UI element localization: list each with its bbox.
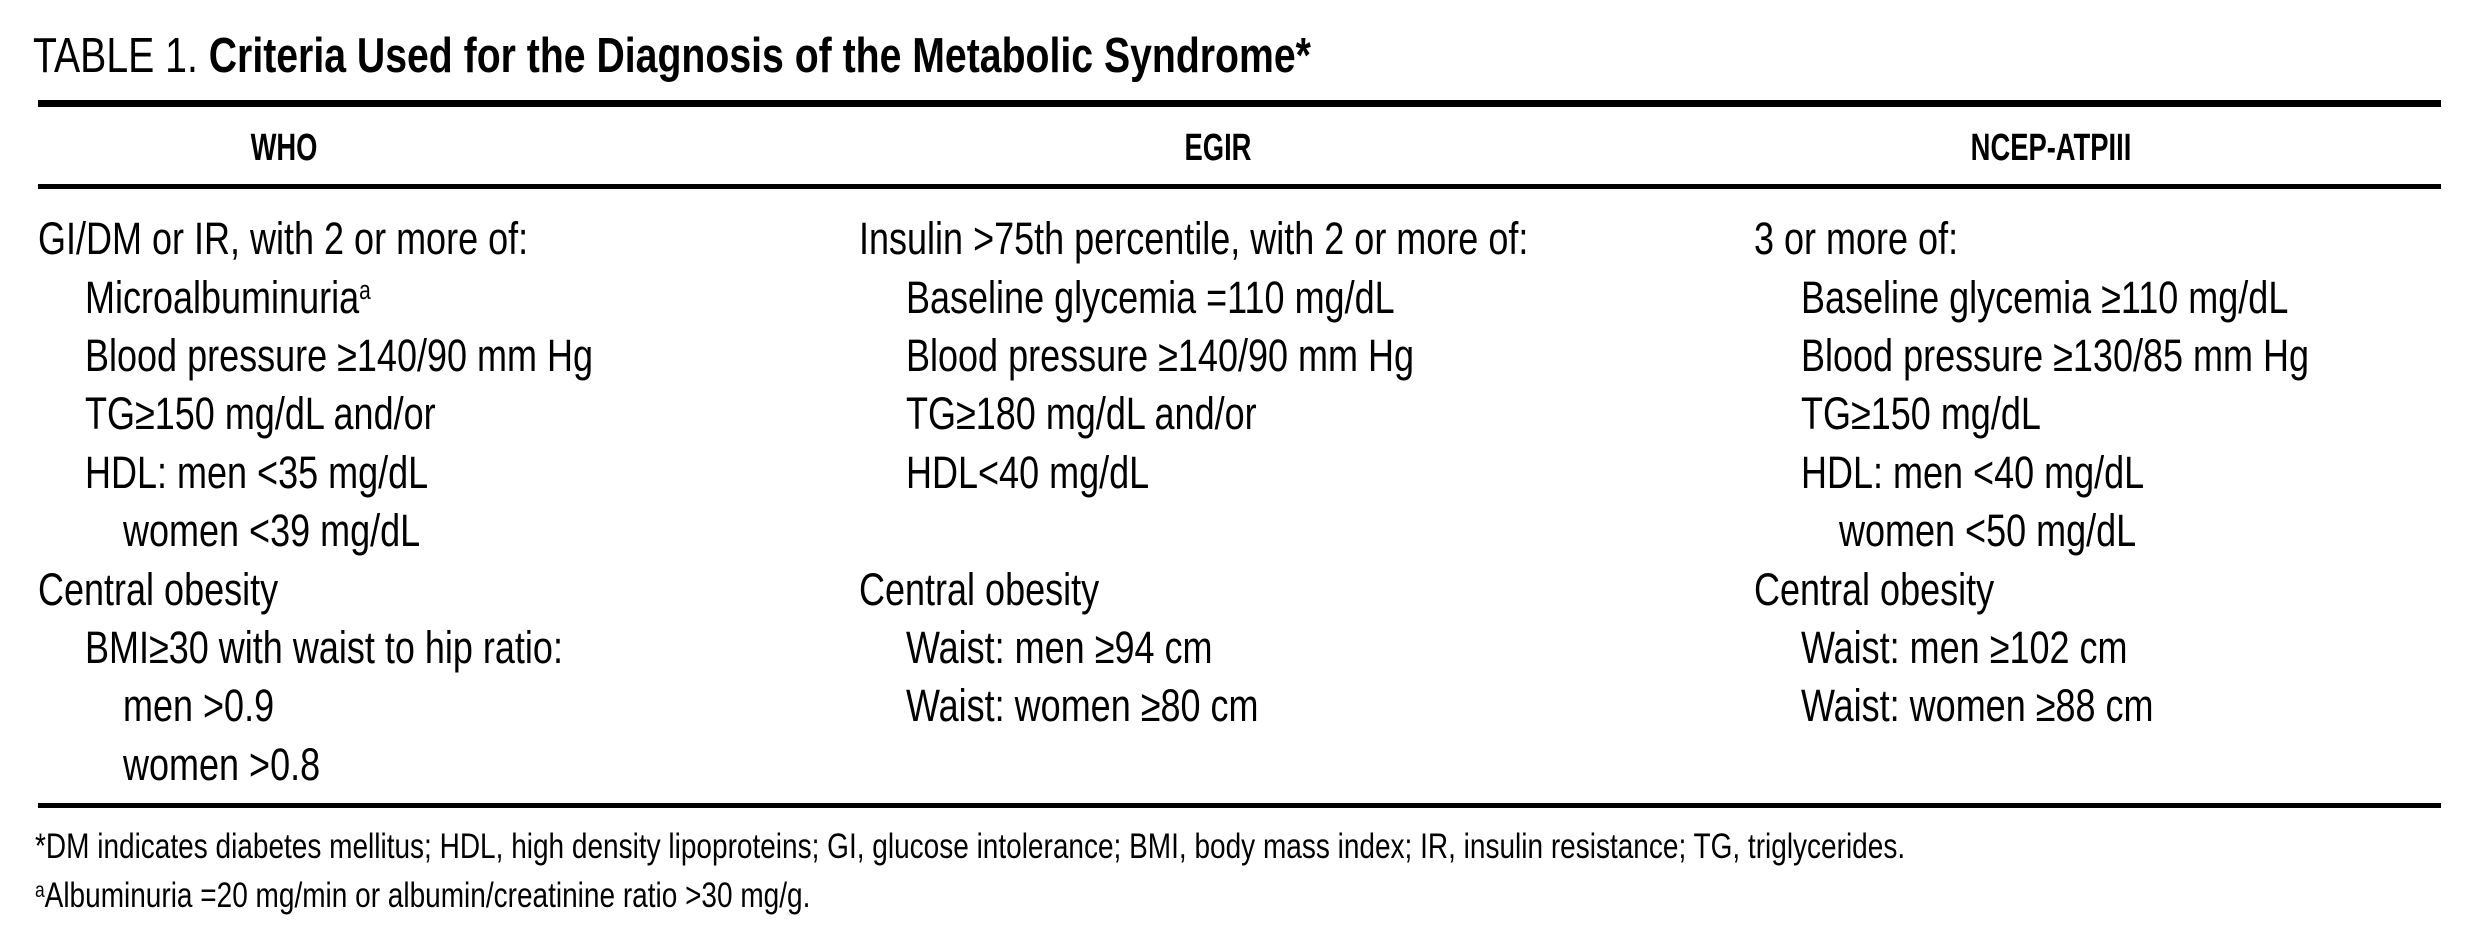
egir-criteria-line: Baseline glycemia =110 mg/dL: [906, 271, 1395, 323]
who-criteria-line: women >0.8: [123, 738, 321, 790]
footnote-marker-a: a: [35, 876, 45, 902]
ncep-atpiii-column: 3 or more of: Baseline glycemia ≥110 mg/…: [1754, 210, 2470, 794]
egir-criteria-line: [859, 736, 1659, 794]
table-title-text: Criteria Used for the Diagnosis of the M…: [208, 29, 1311, 83]
ncep-criteria-line: Baseline glycemia ≥110 mg/dL: [1801, 271, 2289, 323]
who-criteria-line: men >0.9: [123, 680, 275, 732]
egir-criteria-line: Insulin >75th percentile, with 2 or more…: [859, 213, 1529, 265]
column-header-ncep-atpiii: NCEP-ATPIII: [1970, 127, 2132, 169]
egir-column: Insulin >75th percentile, with 2 or more…: [859, 210, 1659, 794]
table-number-label: TABLE 1.: [33, 29, 209, 83]
who-criteria-line: BMI≥30 with waist to hip ratio:: [85, 621, 563, 673]
ncep-criteria-line: women <50 mg/dL: [1839, 505, 2137, 557]
who-criteria-line: GI/DM or IR, with 2 or more of:: [38, 213, 529, 265]
who-criteria-line: TG≥150 mg/dL and/or: [85, 388, 436, 440]
ncep-criteria-line: [1754, 736, 2470, 794]
who-column: GI/DM or IR, with 2 or more of: Microalb…: [38, 210, 838, 794]
who-criteria-line: Microalbuminuriaa: [85, 271, 371, 323]
ncep-criteria-line: Central obesity: [1754, 563, 1995, 615]
who-criteria-line: women <39 mg/dL: [123, 505, 421, 557]
top-rule: [38, 100, 2441, 107]
ncep-criteria-line: Waist: men ≥102 cm: [1801, 621, 2128, 673]
egir-criteria-line: TG≥180 mg/dL and/or: [906, 388, 1257, 440]
column-header-egir: EGIR: [1184, 127, 1252, 169]
ncep-criteria-line: TG≥150 mg/dL: [1801, 388, 2041, 440]
egir-criteria-line: [859, 502, 1659, 560]
footnote-marker-a: a: [359, 275, 371, 306]
who-criteria-line: HDL: men <35 mg/dL: [85, 446, 429, 498]
header-rule: [38, 184, 2441, 189]
column-header-who: WHO: [250, 127, 318, 169]
egir-criteria-line: Central obesity: [859, 563, 1100, 615]
bottom-rule: [38, 803, 2441, 808]
ncep-criteria-line: HDL: men <40 mg/dL: [1801, 446, 2145, 498]
footnote-albuminuria: aAlbuminuria =20 mg/min or albumin/creat…: [35, 875, 811, 915]
ncep-criteria-line: 3 or more of:: [1754, 213, 1959, 265]
table-caption: TABLE 1. Criteria Used for the Diagnosis…: [33, 28, 1630, 84]
who-criteria-line: Blood pressure ≥140/90 mm Hg: [85, 329, 594, 381]
footnote-abbreviations: *DM indicates diabetes mellitus; HDL, hi…: [35, 826, 1906, 866]
egir-criteria-line: HDL<40 mg/dL: [906, 446, 1150, 498]
egir-criteria-line: Waist: women ≥80 cm: [906, 680, 1259, 732]
ncep-criteria-line: Blood pressure ≥130/85 mm Hg: [1801, 329, 2310, 381]
who-criteria-line: Central obesity: [38, 563, 279, 615]
ncep-criteria-line: Waist: women ≥88 cm: [1801, 680, 2154, 732]
egir-criteria-line: Blood pressure ≥140/90 mm Hg: [906, 329, 1415, 381]
footnotes: *DM indicates diabetes mellitus; HDL, hi…: [35, 822, 2373, 920]
egir-criteria-line: Waist: men ≥94 cm: [906, 621, 1213, 673]
